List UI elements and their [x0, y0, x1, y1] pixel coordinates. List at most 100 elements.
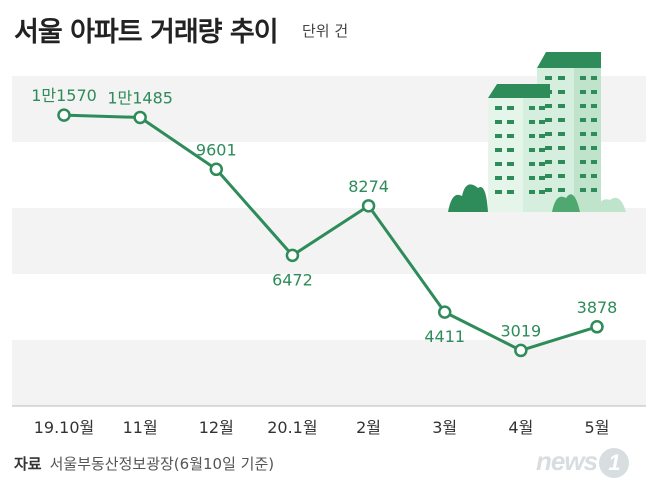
grid-bands — [12, 76, 646, 406]
source-label: 자료 — [14, 455, 42, 473]
building-window — [495, 134, 502, 138]
building-window — [529, 120, 535, 124]
data-point — [209, 162, 224, 177]
logo-mark: 1 — [599, 448, 630, 479]
building-window — [539, 120, 545, 124]
building-window — [580, 90, 586, 94]
building-window — [545, 104, 552, 108]
x-tick-label: 5월 — [585, 418, 610, 437]
data-label: 3019 — [500, 321, 541, 340]
source-note: 자료 서울부동산정보광장(6월10일 기준) — [14, 453, 274, 474]
building-window — [545, 146, 552, 150]
building-window — [495, 106, 502, 110]
series-path — [63, 113, 598, 352]
building-window — [591, 104, 597, 108]
building-window — [580, 174, 586, 178]
building-window — [529, 106, 535, 110]
building-window — [591, 174, 597, 178]
data-point — [590, 320, 604, 334]
building-window — [529, 162, 535, 166]
building-window — [545, 118, 552, 122]
building-window — [558, 118, 565, 122]
building-window — [529, 148, 535, 152]
data-point — [133, 110, 147, 125]
building-window — [580, 104, 586, 108]
building-window — [495, 162, 502, 166]
building-window — [545, 90, 552, 94]
building-window — [558, 104, 565, 108]
building-window — [558, 90, 565, 94]
building-window — [591, 76, 597, 80]
building-window — [507, 162, 514, 166]
grid-band — [12, 340, 646, 406]
x-tick-label: 20.1월 — [267, 418, 317, 437]
data-point — [285, 248, 300, 263]
building-window — [545, 188, 552, 192]
building-window — [529, 134, 535, 138]
data-point — [514, 343, 528, 358]
data-label: 9601 — [196, 140, 237, 159]
shrub — [448, 184, 488, 212]
source-text: 서울부동산정보광장(6월10일 기준) — [49, 455, 275, 473]
shrub — [596, 197, 626, 212]
building-window — [495, 190, 502, 194]
series-line: 1만1570 1만1485 9601 6472 8274 4411 3019 3878 — [31, 86, 618, 358]
data-label: 1만1485 — [107, 88, 173, 107]
building-window — [591, 90, 597, 94]
building-window — [507, 190, 514, 194]
x-tick-label: 11월 — [123, 418, 158, 437]
building-window — [539, 134, 545, 138]
x-tick-label: 3월 — [432, 418, 457, 437]
building-window — [591, 132, 597, 136]
building-window — [558, 174, 565, 178]
building-window — [539, 148, 545, 152]
building-window — [558, 76, 565, 80]
building-window — [591, 160, 597, 164]
data-label: 8274 — [348, 177, 389, 196]
data-label: 3878 — [577, 298, 618, 317]
data-label: 4411 — [424, 327, 465, 346]
building-window — [539, 106, 545, 110]
building-window — [539, 162, 545, 166]
shrub — [552, 194, 580, 212]
building-window — [591, 118, 597, 122]
building-window — [591, 146, 597, 150]
apartment-buildings-icon — [448, 52, 626, 212]
building-window — [580, 188, 586, 192]
data-point — [57, 108, 71, 122]
building-window — [539, 190, 545, 194]
data-point — [437, 305, 452, 319]
building-window — [580, 146, 586, 150]
building-window — [529, 176, 535, 180]
x-tick-label: 12월 — [199, 418, 234, 437]
building-window — [495, 120, 502, 124]
building-window — [539, 176, 545, 180]
building-window — [507, 148, 514, 152]
building-window — [545, 76, 552, 80]
x-tick-label: 19.10월 — [34, 418, 95, 437]
building-window — [495, 148, 502, 152]
building-roof — [537, 52, 601, 68]
unit-label: 단위 건 — [302, 22, 349, 40]
building-window — [507, 120, 514, 124]
building-window — [558, 132, 565, 136]
data-label: 1만1570 — [31, 86, 97, 105]
building-window — [580, 118, 586, 122]
building-window — [580, 76, 586, 80]
building-window — [507, 176, 514, 180]
building-window — [545, 132, 552, 136]
building-window — [545, 174, 552, 178]
data-label: 6472 — [272, 270, 313, 289]
x-tick-label: 2월 — [356, 418, 381, 437]
building-window — [558, 160, 565, 164]
data-point — [361, 199, 376, 213]
news1-logo: news 1 — [536, 446, 630, 479]
building-side — [523, 98, 550, 212]
building-window — [495, 176, 502, 180]
building-window — [558, 146, 565, 150]
building-roof — [488, 84, 550, 98]
grid-band — [12, 208, 646, 274]
building-window — [580, 132, 586, 136]
chart-title: 서울 아파트 거래량 추이 — [14, 17, 279, 48]
